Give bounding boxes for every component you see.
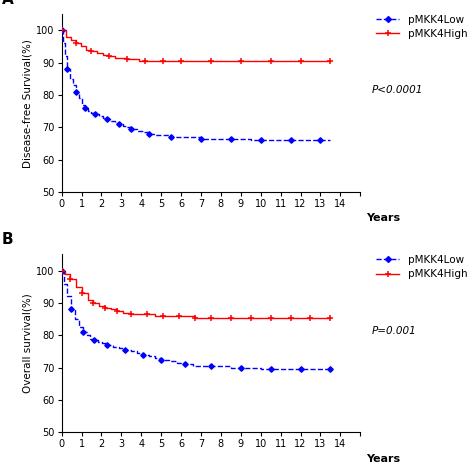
Text: Years: Years <box>366 454 401 464</box>
Y-axis label: Overall survival(%): Overall survival(%) <box>22 294 32 393</box>
Legend: pMKK4Low, pMKK4High: pMKK4Low, pMKK4High <box>372 10 472 43</box>
Legend: pMKK4Low, pMKK4High: pMKK4Low, pMKK4High <box>372 251 472 283</box>
Y-axis label: Disease-free Survival(%): Disease-free Survival(%) <box>22 39 32 167</box>
Text: A: A <box>2 0 14 7</box>
Text: P=0.001: P=0.001 <box>372 326 417 336</box>
Text: Years: Years <box>366 213 401 223</box>
Text: P<0.0001: P<0.0001 <box>372 85 424 95</box>
Text: B: B <box>2 232 14 247</box>
